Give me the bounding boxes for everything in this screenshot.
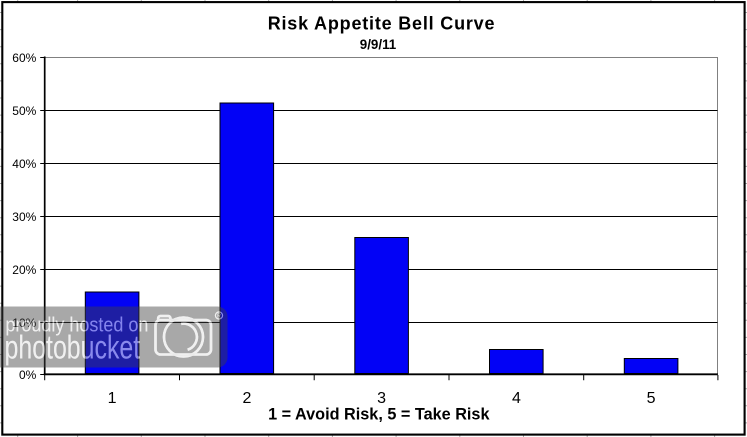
svg-text:R: R: [217, 314, 221, 320]
svg-text:3: 3: [377, 390, 386, 407]
svg-text:60%: 60%: [12, 51, 36, 65]
svg-text:0%: 0%: [19, 368, 37, 382]
svg-text:40%: 40%: [12, 157, 36, 171]
svg-text:50%: 50%: [12, 104, 36, 118]
svg-text:1 = Avoid Risk, 5 = Take Risk: 1 = Avoid Risk, 5 = Take Risk: [268, 405, 490, 423]
svg-text:30%: 30%: [12, 210, 36, 224]
svg-text:10%: 10%: [12, 316, 36, 330]
svg-text:photobucket: photobucket: [5, 330, 141, 366]
svg-text:Risk Appetite Bell Curve: Risk Appetite Bell Curve: [268, 14, 496, 34]
svg-text:2: 2: [242, 390, 251, 407]
svg-text:proudly hosted on: proudly hosted on: [5, 315, 148, 337]
svg-text:20%: 20%: [12, 263, 36, 277]
svg-text:1: 1: [108, 390, 117, 407]
svg-text:9/9/11: 9/9/11: [360, 37, 397, 52]
svg-text:5: 5: [647, 390, 656, 407]
svg-text:4: 4: [512, 390, 521, 407]
